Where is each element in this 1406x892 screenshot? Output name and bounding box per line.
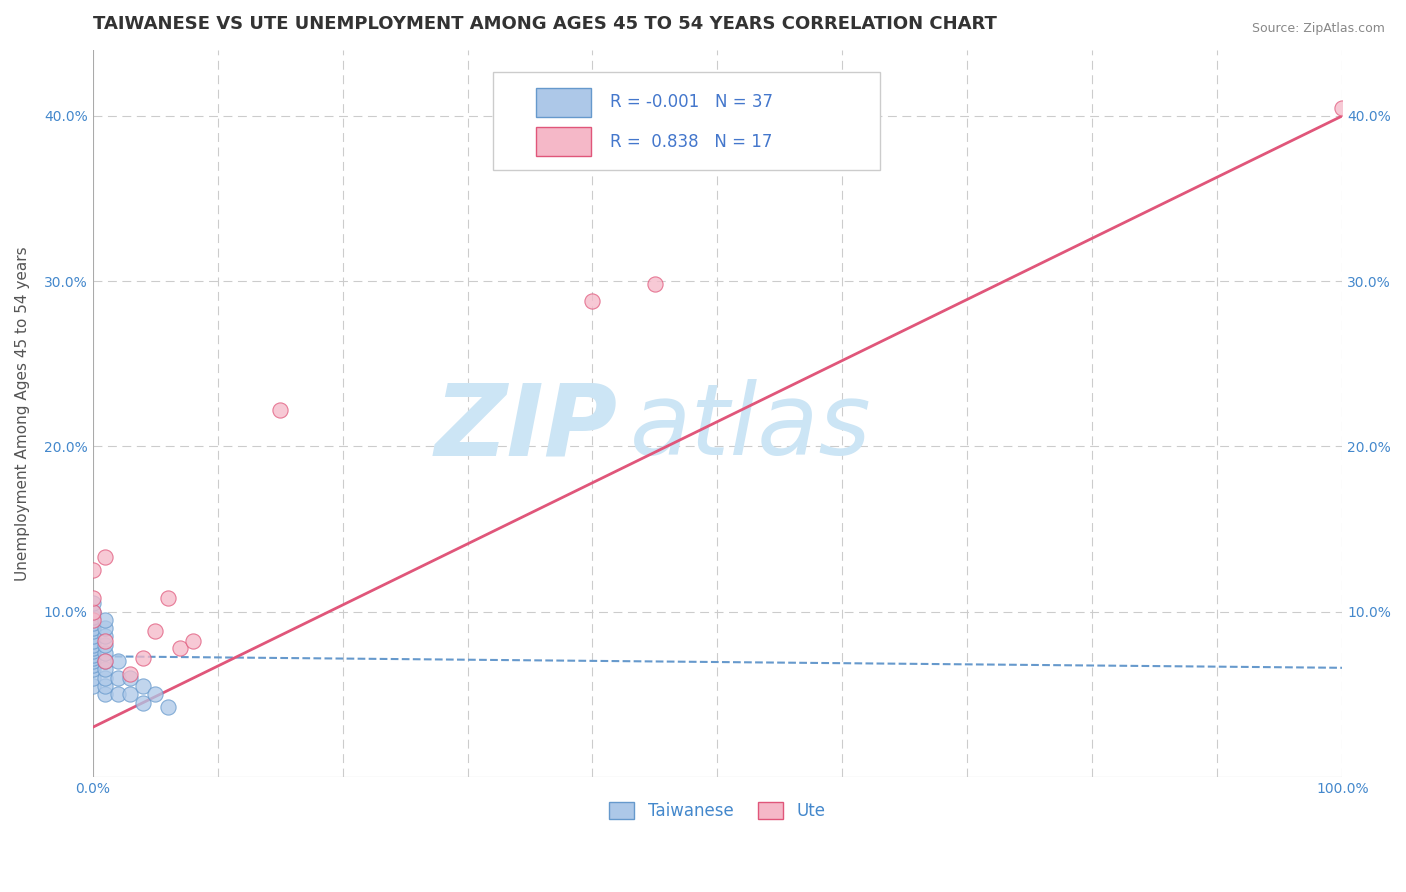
Point bbox=[94, 687, 117, 701]
Point bbox=[94, 613, 117, 627]
Point bbox=[94, 654, 117, 668]
Point bbox=[94, 634, 117, 648]
Point bbox=[82, 621, 104, 635]
Point bbox=[120, 667, 142, 681]
Point bbox=[131, 651, 153, 665]
Point bbox=[156, 591, 179, 606]
FancyBboxPatch shape bbox=[536, 87, 592, 117]
Point bbox=[181, 634, 204, 648]
Point bbox=[143, 687, 166, 701]
Point bbox=[82, 634, 104, 648]
Point bbox=[94, 679, 117, 693]
Point bbox=[94, 629, 117, 643]
Text: TAIWANESE VS UTE UNEMPLOYMENT AMONG AGES 45 TO 54 YEARS CORRELATION CHART: TAIWANESE VS UTE UNEMPLOYMENT AMONG AGES… bbox=[93, 15, 997, 33]
Point bbox=[131, 679, 153, 693]
Point bbox=[120, 671, 142, 685]
Point bbox=[82, 596, 104, 610]
Point bbox=[94, 671, 117, 685]
Point bbox=[1331, 101, 1354, 115]
Legend: Taiwanese, Ute: Taiwanese, Ute bbox=[603, 795, 832, 827]
Point bbox=[269, 403, 291, 417]
Text: atlas: atlas bbox=[630, 379, 872, 476]
Point bbox=[107, 687, 129, 701]
Point bbox=[107, 671, 129, 685]
Point bbox=[107, 654, 129, 668]
Point bbox=[82, 640, 104, 655]
Point bbox=[82, 671, 104, 685]
Point bbox=[82, 648, 104, 662]
Point bbox=[82, 654, 104, 668]
Point bbox=[581, 293, 603, 308]
Point bbox=[82, 679, 104, 693]
Point bbox=[82, 663, 104, 677]
FancyBboxPatch shape bbox=[492, 71, 880, 169]
Point bbox=[82, 609, 104, 624]
FancyBboxPatch shape bbox=[536, 127, 592, 156]
Y-axis label: Unemployment Among Ages 45 to 54 years: Unemployment Among Ages 45 to 54 years bbox=[15, 246, 30, 581]
Point bbox=[82, 638, 104, 652]
Point bbox=[82, 605, 104, 619]
Point bbox=[82, 644, 104, 658]
Point bbox=[94, 621, 117, 635]
Point bbox=[94, 663, 117, 677]
Text: R =  0.838   N = 17: R = 0.838 N = 17 bbox=[610, 133, 772, 151]
Point bbox=[82, 629, 104, 643]
Point bbox=[82, 616, 104, 631]
Point bbox=[94, 550, 117, 565]
Text: R = -0.001   N = 37: R = -0.001 N = 37 bbox=[610, 94, 773, 112]
Point bbox=[143, 624, 166, 639]
Point bbox=[82, 651, 104, 665]
Point bbox=[94, 638, 117, 652]
Text: Source: ZipAtlas.com: Source: ZipAtlas.com bbox=[1251, 22, 1385, 36]
Point bbox=[82, 591, 104, 606]
Point bbox=[82, 657, 104, 672]
Point bbox=[120, 687, 142, 701]
Point bbox=[82, 605, 104, 619]
Text: ZIP: ZIP bbox=[434, 379, 617, 476]
Point bbox=[82, 624, 104, 639]
Point bbox=[644, 277, 666, 292]
Point bbox=[156, 700, 179, 714]
Point bbox=[94, 654, 117, 668]
Point bbox=[131, 696, 153, 710]
Point bbox=[169, 640, 191, 655]
Point bbox=[82, 563, 104, 577]
Point bbox=[94, 646, 117, 660]
Point bbox=[82, 613, 104, 627]
